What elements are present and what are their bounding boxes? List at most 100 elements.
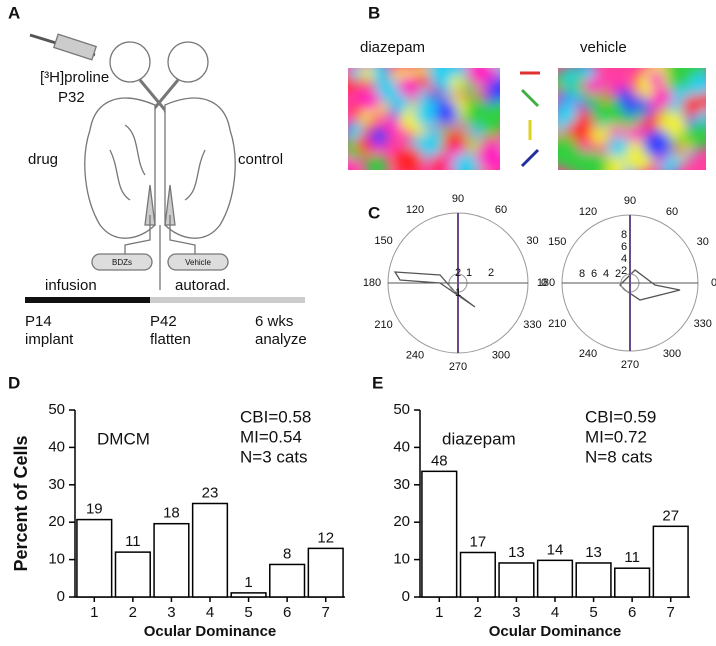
x-tick-label: 1 xyxy=(435,604,443,621)
y-tick-label: 30 xyxy=(393,476,410,493)
bar-count-label: 11 xyxy=(624,549,640,566)
annotation: DMCM xyxy=(97,429,150,448)
x-tick-label: 5 xyxy=(589,604,597,621)
angle-label: 120 xyxy=(579,206,597,218)
blob xyxy=(562,70,578,86)
x-tick-label: 2 xyxy=(129,604,137,621)
bar xyxy=(536,559,574,598)
radial-label: 2 xyxy=(488,267,494,279)
blob xyxy=(622,99,639,116)
blob xyxy=(690,72,706,96)
y-tick-label: 0 xyxy=(402,588,410,605)
panel-label: B xyxy=(368,3,380,22)
y-tick-label: 10 xyxy=(393,551,410,568)
blob xyxy=(348,68,365,81)
blob xyxy=(415,72,431,89)
annotation: MI=0.54 xyxy=(240,427,302,446)
blob xyxy=(579,68,597,80)
blob xyxy=(577,114,594,130)
bar xyxy=(652,525,689,598)
orientation-map xyxy=(558,68,706,170)
radial-label: 2 xyxy=(621,265,627,277)
annotation: diazepam xyxy=(442,429,516,448)
bar xyxy=(269,563,306,598)
bar-count-label: 48 xyxy=(431,452,448,469)
bar-count-label: 14 xyxy=(547,541,564,558)
radial-label: 8 xyxy=(621,229,627,241)
blob xyxy=(358,89,381,113)
angle-label: 180 xyxy=(537,277,555,289)
panel-label: A xyxy=(8,3,20,22)
angle-label: 60 xyxy=(666,206,678,218)
blob xyxy=(650,85,673,108)
blob xyxy=(451,152,479,170)
blob xyxy=(642,129,672,159)
annotation: CBI=0.59 xyxy=(585,407,656,426)
blob xyxy=(647,69,665,87)
label: flatten xyxy=(150,331,191,348)
bar xyxy=(76,518,113,598)
label: drug xyxy=(28,151,58,168)
angle-label: 30 xyxy=(697,236,709,248)
blob xyxy=(475,141,500,170)
radial-label: 6 xyxy=(621,241,627,253)
bar xyxy=(307,547,344,598)
bar-count-label: 19 xyxy=(86,501,103,518)
blob xyxy=(369,127,388,147)
blob xyxy=(558,118,568,133)
blob xyxy=(686,122,706,150)
blob xyxy=(434,100,459,124)
bar xyxy=(614,567,651,598)
angle-label: 30 xyxy=(526,235,538,247)
label: P32 xyxy=(58,89,85,106)
bar xyxy=(153,522,190,598)
blob xyxy=(395,74,421,100)
y-tick-label: 50 xyxy=(48,401,65,418)
y-tick-label: 0 xyxy=(57,588,65,605)
angle-label: 180 xyxy=(363,277,381,289)
label: analyze xyxy=(255,331,307,348)
x-tick-label: 3 xyxy=(512,604,520,621)
radial-label: 4 xyxy=(621,253,627,265)
radial-label: 1 xyxy=(466,267,472,279)
blob xyxy=(393,94,411,112)
bar-count-label: 12 xyxy=(317,529,334,546)
blob xyxy=(583,74,605,96)
angle-label: 210 xyxy=(374,319,392,331)
bar xyxy=(114,551,151,598)
panel-label: E xyxy=(372,373,383,392)
angle-label: 300 xyxy=(663,348,681,360)
blob xyxy=(358,110,374,125)
blob xyxy=(348,121,364,140)
radial-label: 2 xyxy=(615,268,621,280)
label: Vehicle xyxy=(185,258,211,267)
blob xyxy=(364,154,389,170)
bar-count-label: 13 xyxy=(508,544,525,561)
annotation: CBI=0.58 xyxy=(240,407,311,426)
bar-count-label: 1 xyxy=(244,574,252,591)
label: diazepam xyxy=(360,39,425,56)
x-tick-label: 7 xyxy=(322,604,330,621)
y-tick-label: 40 xyxy=(48,438,65,455)
x-tick-label: 3 xyxy=(167,604,175,621)
blob xyxy=(681,95,703,117)
blob xyxy=(466,68,495,87)
x-tick-label: 6 xyxy=(283,604,291,621)
annotation: N=8 cats xyxy=(585,447,653,466)
bar-count-label: 13 xyxy=(585,544,602,561)
angle-label: 240 xyxy=(406,350,424,362)
blob xyxy=(590,127,608,145)
bar-count-label: 17 xyxy=(470,533,487,550)
angle-label: 60 xyxy=(495,204,507,216)
x-tick-label: 2 xyxy=(474,604,482,621)
label: vehicle xyxy=(580,39,627,56)
y-tick-label: 20 xyxy=(48,513,65,530)
angle-label: 90 xyxy=(452,193,464,205)
y-tick-label: 10 xyxy=(48,551,65,568)
radial-label: 4 xyxy=(603,268,609,280)
bar-count-label: 23 xyxy=(202,484,219,501)
y-axis-label: Percent of Cells xyxy=(11,435,31,571)
x-tick-label: 1 xyxy=(90,604,98,621)
angle-label: 150 xyxy=(374,235,392,247)
map-blobs xyxy=(348,68,500,170)
